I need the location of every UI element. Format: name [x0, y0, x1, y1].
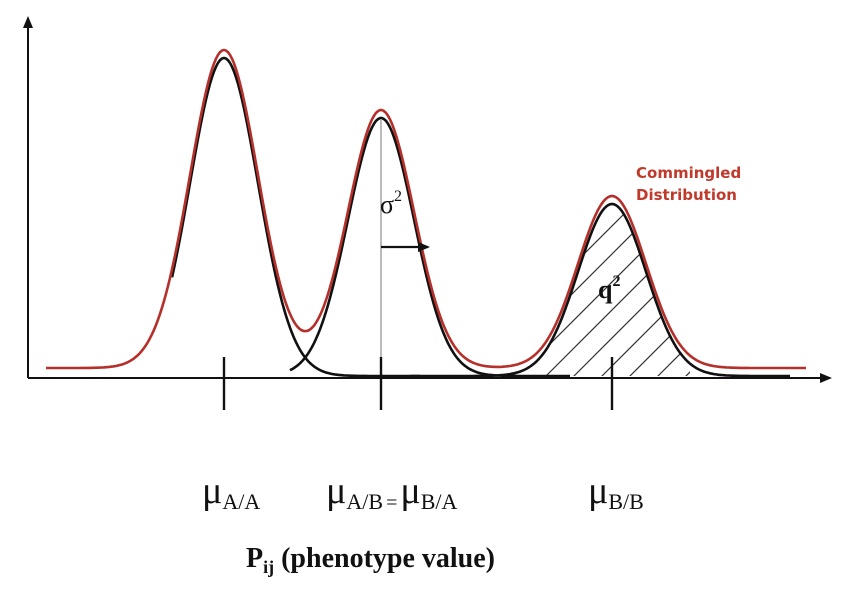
hatch-line	[732, 166, 844, 386]
x-axis-title-p: P	[246, 543, 264, 574]
q2-hatched-area	[540, 166, 844, 386]
commingled-curve	[46, 48, 806, 370]
hatch-line	[619, 204, 690, 376]
component-curve-aa	[170, 56, 420, 378]
mu-symbol: μ	[202, 470, 223, 512]
mu-symbol: μ	[588, 470, 609, 512]
mean-subscript: B/B	[608, 489, 644, 514]
legend-line-1: Commingled	[636, 164, 742, 182]
equals-sign: =	[386, 492, 398, 514]
legend-line-2: Distribution	[636, 186, 737, 204]
mean-label-ab-ba: μA/B =μB/A	[326, 472, 457, 522]
hatch-line	[540, 204, 561, 376]
mean-subscript: A/B	[346, 489, 384, 514]
sigma-squared-label: σ2	[380, 188, 402, 220]
hatch-line	[540, 204, 690, 376]
mu-symbol: μ	[400, 470, 421, 512]
q-squared-label: q2	[598, 273, 620, 305]
sigma-symbol: σ	[380, 190, 395, 219]
hatch-line	[591, 204, 690, 376]
x-axis-title-text: (phenotype value)	[274, 543, 496, 574]
q-exponent: 2	[612, 273, 621, 290]
hatch-line	[540, 204, 690, 376]
component-curve-ab	[289, 116, 570, 378]
component-curve-bb	[410, 202, 790, 378]
mean-label-aa: μA/A	[202, 472, 260, 521]
mean-label-bb: μB/B	[588, 472, 644, 521]
mean-subscript: B/A	[420, 489, 458, 514]
x-axis-title-subscript: ij	[263, 557, 275, 577]
sigma-exponent: 2	[394, 188, 403, 205]
mu-symbol: μ	[326, 470, 347, 512]
commingled-distribution-legend: Commingled Distribution	[636, 162, 741, 206]
q-symbol: q	[598, 275, 613, 304]
mean-subscript: A/A	[222, 489, 261, 514]
x-axis-title: Pij (phenotype value)	[246, 543, 495, 578]
